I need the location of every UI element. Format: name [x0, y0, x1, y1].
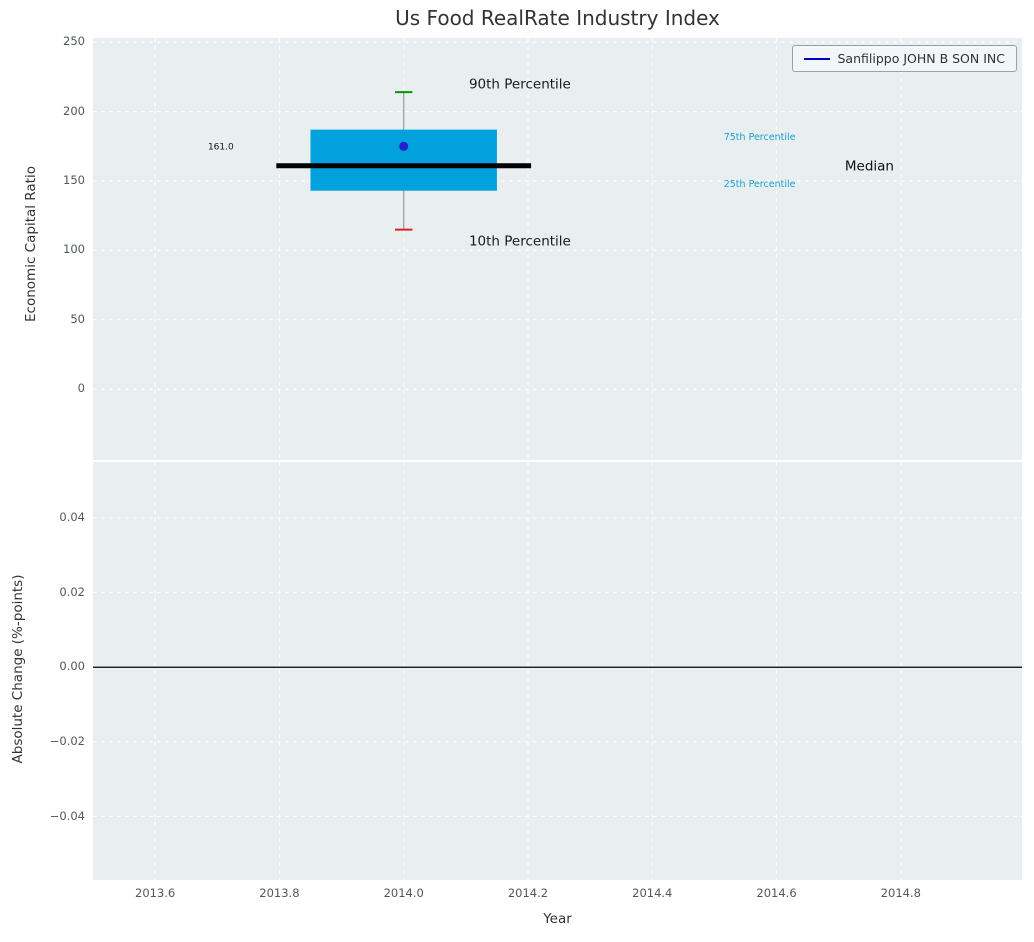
annotation-label: 90th Percentile — [469, 77, 571, 93]
top-plot-canvas: 90th Percentile 10th Percentile 75th Perce… — [93, 38, 1022, 460]
bottom-axes — [93, 462, 1022, 880]
annotation-label: 25th Percentile — [724, 179, 796, 190]
x-tick-label: 2013.8 — [259, 886, 300, 900]
top-y-tick-label: 200 — [63, 103, 85, 118]
annotation-label: 161.0 — [208, 142, 234, 152]
top-y-tick-label: 100 — [63, 242, 85, 257]
annotation-label: Median — [845, 158, 894, 174]
annotation-label: 10th Percentile — [469, 233, 571, 249]
company-marker — [399, 141, 409, 151]
legend-label: Sanfilippo JOHN B SON INC — [837, 51, 1006, 66]
x-tick-label: 2014.2 — [507, 886, 549, 900]
bottom-y-tick-label: −0.04 — [49, 808, 85, 823]
x-tick-label: 2014.6 — [756, 886, 797, 900]
bottom-y-tick-label: 0.00 — [59, 659, 85, 674]
iqr-box — [310, 129, 497, 191]
legend: Sanfilippo JOHN B SON INC — [791, 45, 1017, 72]
bottom-y-tick-label: 0.04 — [59, 509, 85, 524]
x-tick-label: 2013.6 — [135, 886, 176, 900]
top-y-tick-label: 0 — [77, 381, 85, 396]
x-tick-label: 2014.4 — [632, 886, 673, 900]
bottom-plot-canvas — [93, 462, 1022, 880]
bottom-y-tick-label: 0.02 — [59, 584, 85, 599]
x-tick-label: 2014.8 — [880, 886, 921, 900]
top-axes: Sanfilippo JOHN B SON INC 90th Percentil… — [93, 38, 1022, 460]
bottom-y-tick-label: −0.02 — [49, 733, 85, 748]
legend-line-sample — [803, 57, 830, 60]
top-y-tick-label: 50 — [70, 311, 85, 326]
top-y-tick-label: 150 — [63, 172, 85, 187]
x-axis-label: Year — [543, 911, 572, 927]
top-y-tick-label: 250 — [63, 34, 85, 49]
chart-title: Us Food RealRate Industry Index — [395, 6, 720, 30]
x-tick-label: 2014.0 — [383, 886, 424, 900]
annotation-label: 75th Percentile — [724, 132, 796, 143]
